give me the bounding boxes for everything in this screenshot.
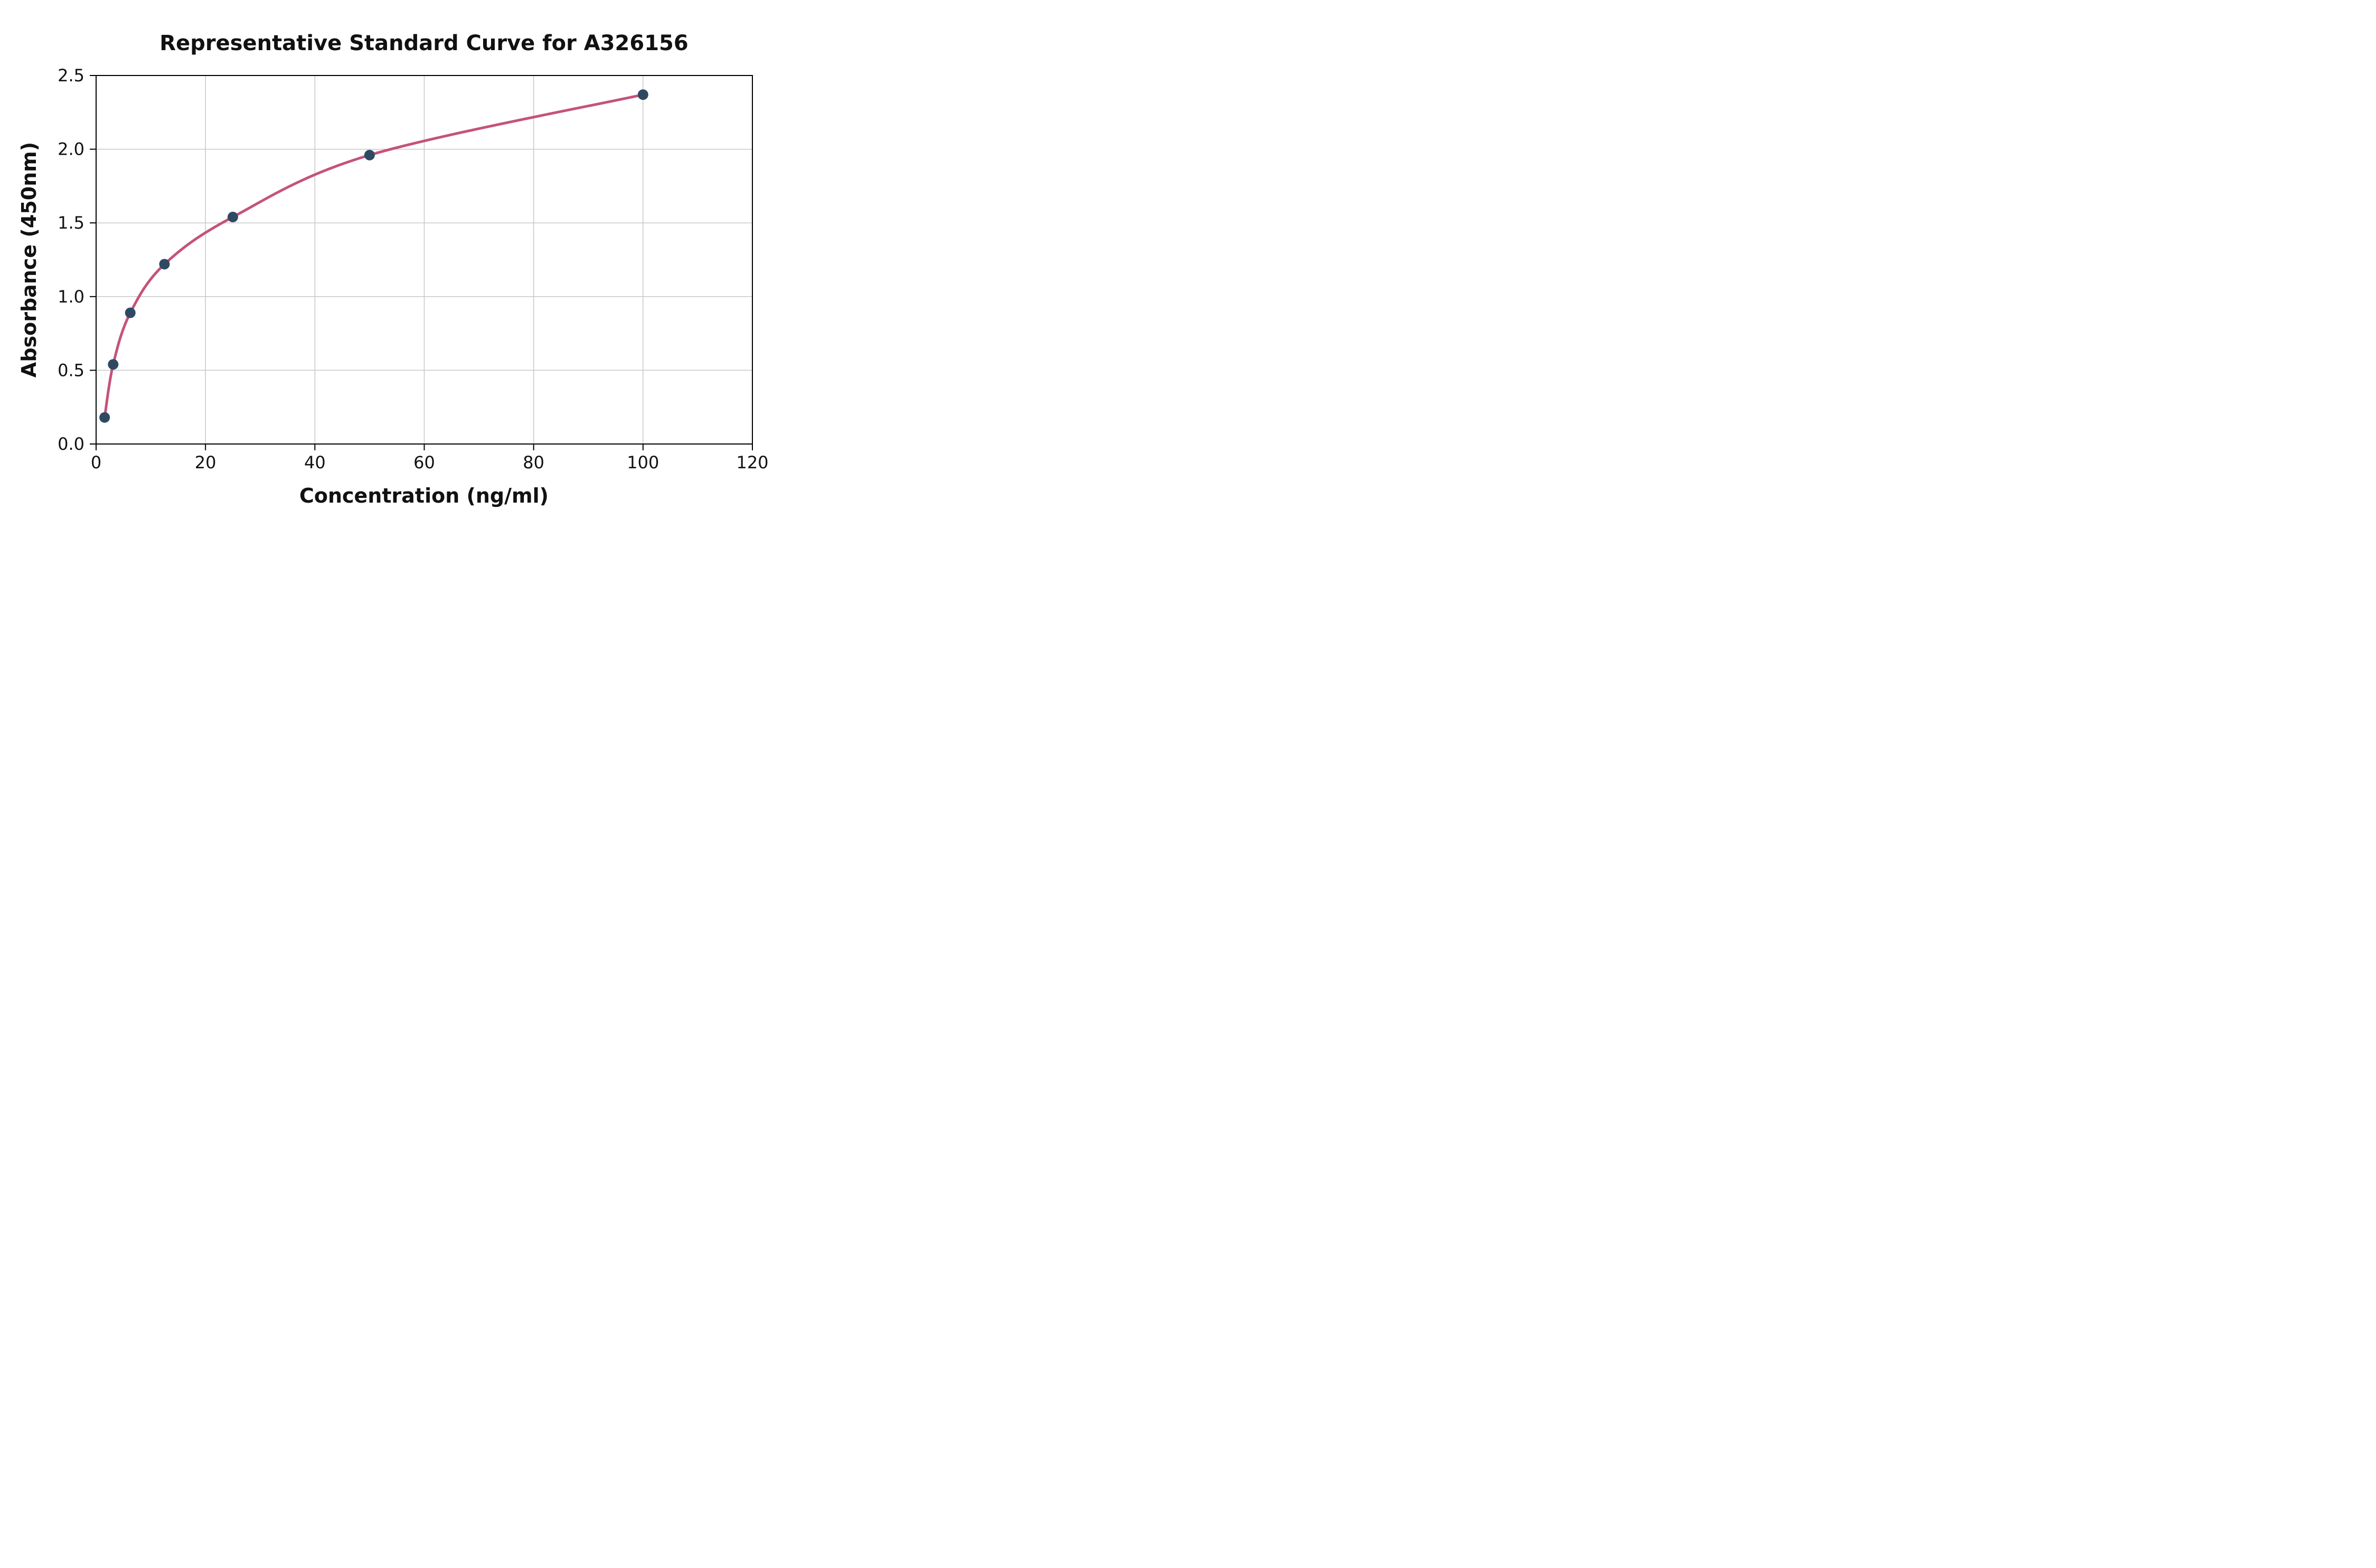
y-tick-label: 2.0 — [58, 139, 84, 159]
x-tick-label: 60 — [413, 452, 435, 473]
x-tick-label: 40 — [304, 452, 326, 473]
x-tick-label: 20 — [195, 452, 216, 473]
data-point — [125, 307, 136, 318]
x-tick-label: 80 — [523, 452, 544, 473]
x-tick-label: 100 — [627, 452, 659, 473]
page: 0 20 40 60 80 100 120 0.0 0.5 1.0 1.5 2.0 2.5 Repres… — [0, 0, 792, 523]
data-point — [108, 359, 119, 370]
standard-curve-figure: 0 20 40 60 80 100 120 0.0 0.5 1.0 1.5 2.0 2.5 Repres… — [0, 0, 792, 523]
y-tick-label: 1.0 — [58, 287, 84, 307]
y-tick-label: 1.5 — [58, 213, 84, 233]
data-point — [159, 259, 170, 270]
grid-layer — [96, 75, 753, 445]
chart-canvas: 0 20 40 60 80 100 120 0.0 0.5 1.0 1.5 2.0 2.5 Repres… — [17, 31, 769, 507]
chart-title: Representative Standard Curve for A32615… — [159, 31, 688, 55]
x-axis-label: Concentration (ng/ml) — [299, 484, 549, 507]
y-tick-label: 0.0 — [58, 434, 84, 454]
fit-curve — [103, 93, 645, 419]
data-point — [227, 212, 238, 223]
series-layer — [99, 89, 648, 423]
data-point — [637, 89, 648, 100]
axes-layer: 0 20 40 60 80 100 120 0.0 0.5 1.0 1.5 2.0 2.5 — [58, 65, 768, 473]
x-tick-label: 120 — [736, 452, 768, 473]
data-point — [364, 149, 375, 160]
y-axis-label: Absorbance (450nm) — [17, 142, 41, 377]
data-point — [99, 412, 110, 423]
y-tick-label: 0.5 — [58, 360, 84, 380]
y-tick-label: 2.5 — [58, 65, 84, 86]
x-tick-label: 0 — [91, 452, 101, 473]
